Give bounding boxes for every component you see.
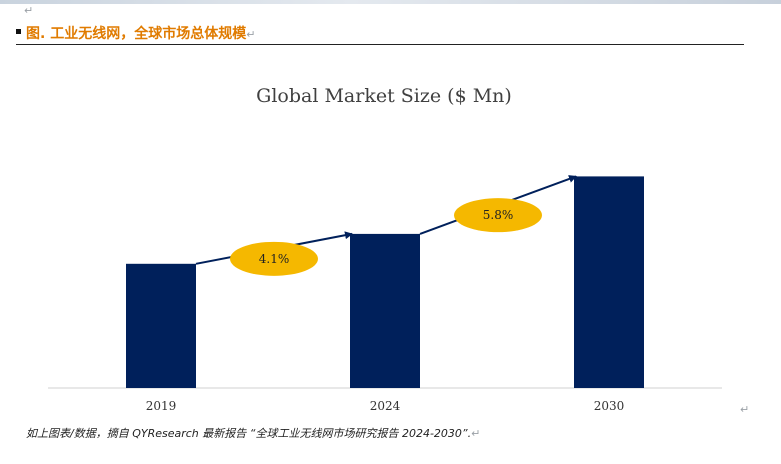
growth-callout <box>230 241 318 276</box>
x-tick-label-2019: 2019 <box>146 399 177 410</box>
x-tick-label-2024: 2024 <box>370 399 401 410</box>
paragraph-mark: ↵ <box>24 4 34 17</box>
market-size-chart: Global Market Size ($ Mn) 2019 2024 2030 4.… <box>48 85 722 410</box>
growth-rate-label: 5.8% <box>483 208 514 222</box>
bar-2019 <box>126 263 196 388</box>
bar-2024 <box>350 233 420 388</box>
figure-heading: 图. 工业无线网，全球市场总体规模↵ <box>16 22 744 45</box>
top-strip <box>0 0 781 4</box>
paragraph-mark: ↵ <box>740 403 750 416</box>
paragraph-mark: ↵ <box>246 28 256 41</box>
growth-callout <box>454 198 542 233</box>
figure-heading-text: 图. 工业无线网，全球市场总体规模↵ <box>26 26 256 42</box>
paragraph-mark: ↵ <box>471 427 481 440</box>
growth-rate-label: 4.1% <box>259 252 290 266</box>
chart-title: Global Market Size ($ Mn) <box>256 85 512 107</box>
source-caption: 如上图表/数据，摘自 QYResearch 最新报告 “全球工业无线网市场研究报… <box>26 427 481 440</box>
bar-2030 <box>574 176 644 388</box>
plot-area: 2019 2024 2030 4.1% 5.8% <box>48 175 722 410</box>
x-tick-label-2030: 2030 <box>594 399 625 410</box>
bullet-icon <box>16 29 21 34</box>
